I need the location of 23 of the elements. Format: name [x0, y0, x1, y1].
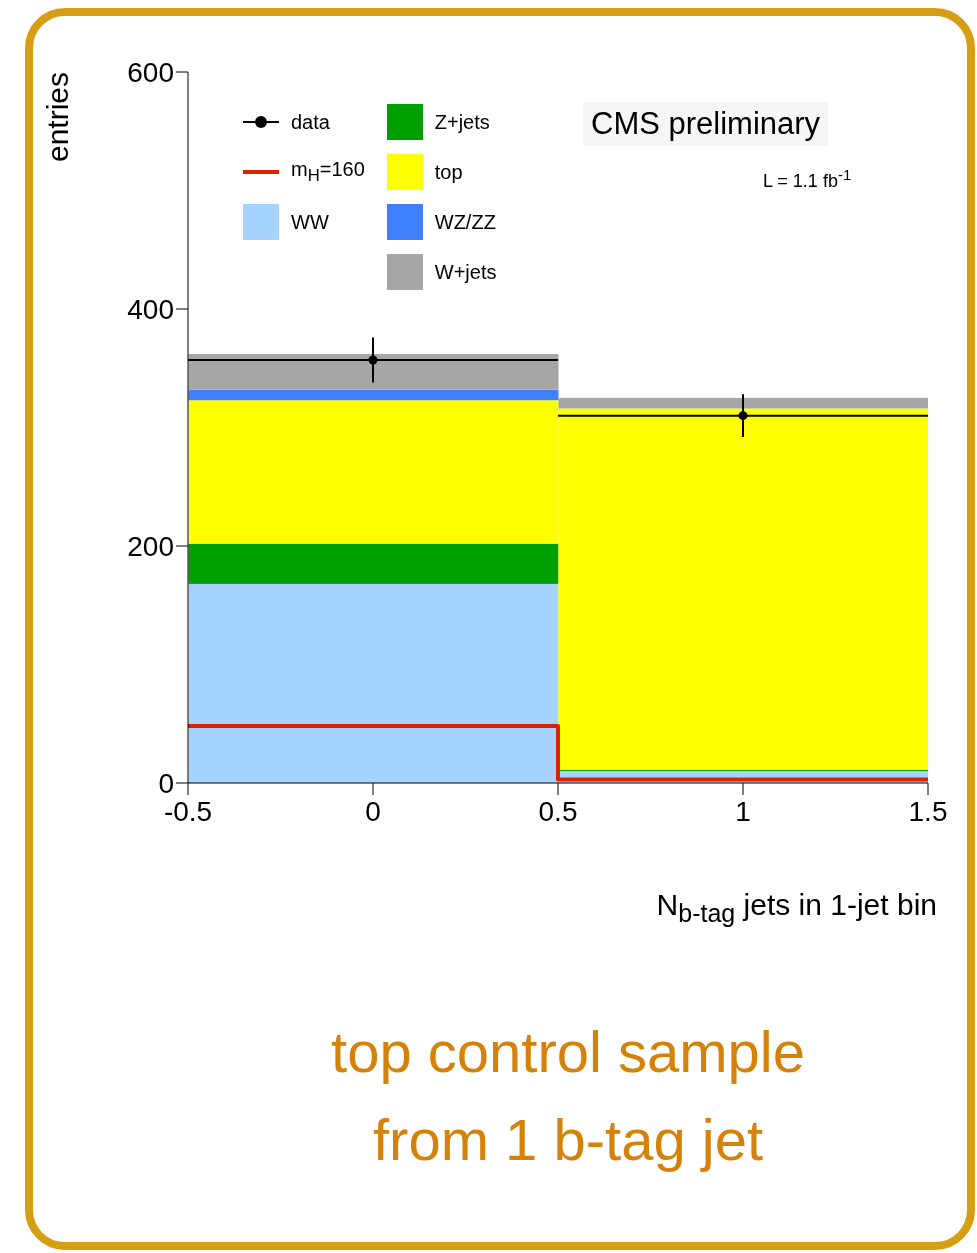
legend-label: W+jets — [434, 260, 497, 284]
x-tick-label: 0 — [365, 795, 381, 827]
legend-label: WZ/ZZ — [434, 210, 496, 234]
bar — [188, 354, 559, 390]
x-tick-label: 1 — [735, 795, 751, 827]
bar — [558, 397, 928, 409]
legend-label: WW — [291, 210, 329, 234]
legend-label: m$_{H}$=160 — [291, 158, 365, 186]
x-tick-label: 1.5 — [908, 795, 948, 827]
annotation: CMS preliminary — [583, 102, 829, 146]
legend-label: Z+jets — [434, 110, 490, 134]
bar — [188, 389, 559, 401]
y-tick-label: 600 — [127, 56, 174, 88]
y-axis-title: entries — [40, 72, 75, 165]
x-tick-label: 0.5 — [538, 795, 578, 827]
annotation: L = 1.1 fb$^{-1}$ — [763, 166, 852, 192]
text: top control sample from 1 b-tag jet — [330, 1018, 806, 1174]
x-axis-title: N$_{b-tag}$ jets in 1-jet bin — [656, 888, 937, 928]
y-tick-label: 400 — [127, 293, 174, 325]
bar — [188, 543, 559, 584]
legend-label: data — [291, 110, 330, 134]
legend-label: top — [434, 160, 463, 184]
y-tick-label: 200 — [127, 530, 174, 562]
